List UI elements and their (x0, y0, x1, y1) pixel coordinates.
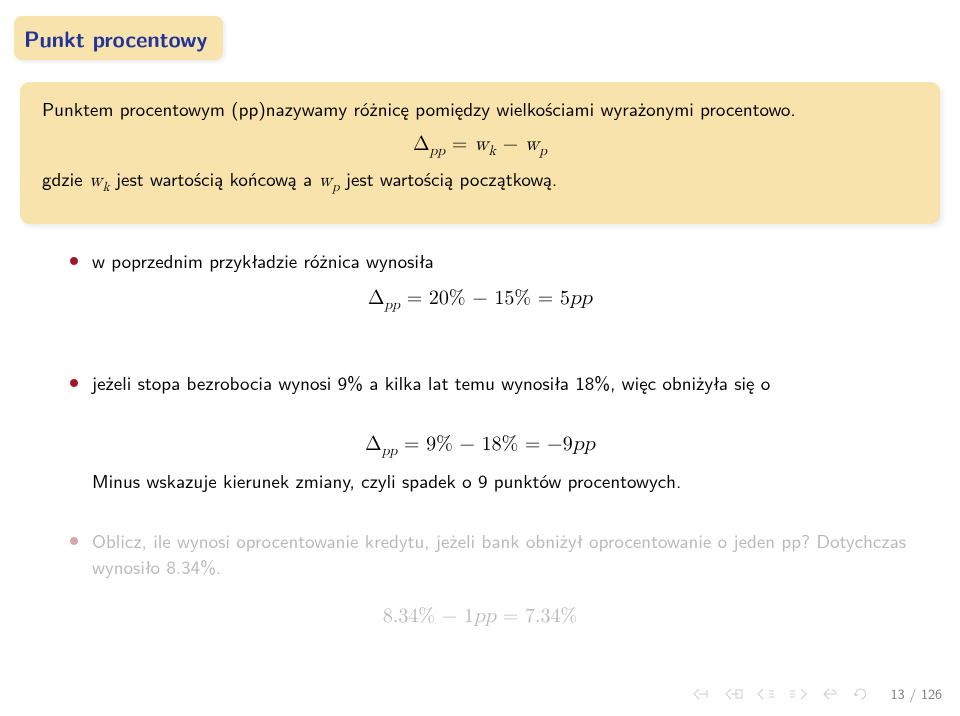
bullet-icon (70, 537, 78, 545)
bullet-3: Oblicz, ile wynosi oprocentowanie kredyt… (70, 528, 940, 579)
title-text: Punkt procentowy (24, 22, 207, 54)
def-para-1: Punktem procentowym (pp)nazywamy różnicę… (42, 96, 918, 122)
formula-1: Δpp = 20% − 15% = 5pp (0, 286, 960, 314)
nav-cycle-icon[interactable] (853, 688, 869, 700)
bullet-1-text: w poprzednim przykładzie różnica wynosił… (92, 248, 940, 274)
nav-next-sub-icon[interactable] (789, 688, 807, 700)
page-number: 13 / 126 (891, 684, 942, 704)
nav-prev-sub-icon[interactable] (757, 688, 775, 700)
bullet-3-text: Oblicz, ile wynosi oprocentowanie kredyt… (92, 528, 940, 579)
nav-first-icon[interactable] (693, 688, 711, 700)
bullet-icon (70, 257, 78, 265)
nav-bar: 13 / 126 (693, 684, 942, 704)
bullet-icon (70, 379, 78, 387)
bullet-2-note: Minus wskazuje kierunek zmiany, czyli sp… (92, 468, 940, 494)
definition-box: Punktem procentowym (pp)nazywamy różnicę… (20, 82, 940, 224)
formula-2: Δpp = 9% − 18% = −9pp (0, 432, 960, 460)
bullet-1: w poprzednim przykładzie różnica wynosił… (70, 248, 940, 274)
nav-back-icon[interactable] (821, 688, 839, 700)
nav-prev-icon[interactable] (725, 688, 743, 700)
def-formula: Δpp = wk − wp (42, 132, 918, 160)
bullet-2-text: jeżeli stopa bezrobocia wynosi 9% a kilk… (92, 370, 940, 396)
slide-title: Punkt procentowy (14, 16, 223, 60)
def-para-2: gdzie wk jest wartością końcową a wp jes… (42, 166, 918, 197)
nav-icons (693, 688, 869, 700)
bullet-2: jeżeli stopa bezrobocia wynosi 9% a kilk… (70, 370, 940, 396)
formula-3: 8.34% − 1pp = 7.34% (0, 604, 960, 628)
